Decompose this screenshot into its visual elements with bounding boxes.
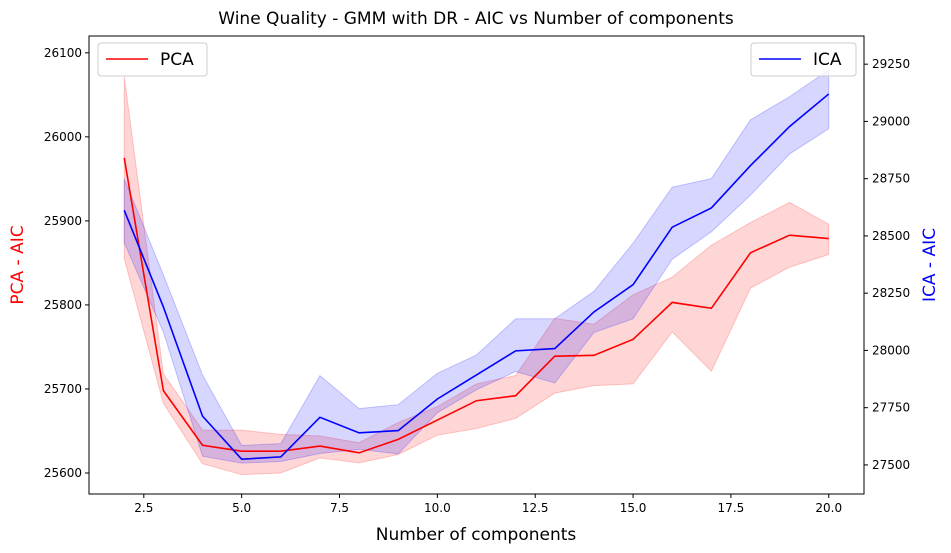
x-axis-ticks: 2.5 5.0 7.5 10.0 12.5 15.0 17.5 20.0 (134, 494, 842, 515)
right-y-tick-label: 28000 (872, 343, 910, 357)
left-y-tick-label: 25800 (44, 298, 82, 312)
chart-title: Wine Quality - GMM with DR - AIC vs Numb… (218, 9, 734, 29)
plot-frame (88, 35, 865, 495)
ica-series-line (123, 93, 830, 461)
left-y-tick-label: 25600 (44, 466, 82, 480)
left-y-axis-label: PCA - AIC (8, 225, 28, 304)
right-y-axis-label: ICA - AIC (920, 228, 940, 302)
legend-ica: ICA (750, 42, 857, 77)
legend-ica-label: ICA (813, 50, 842, 70)
right-y-tick-label: 28750 (872, 172, 910, 186)
left-y-tick-label: 26000 (44, 130, 82, 144)
x-tick-label: 20.0 (815, 501, 842, 515)
right-y-tick-label: 28500 (872, 229, 910, 243)
pca-series-line (123, 157, 829, 454)
ica-confidence-band (123, 68, 830, 464)
legend-ica-box (750, 42, 857, 77)
x-tick-label: 17.5 (718, 501, 745, 515)
x-tick-label: 15.0 (620, 501, 647, 515)
left-y-tick-label: 26100 (44, 46, 82, 60)
right-y-tick-label: 29000 (872, 114, 910, 128)
left-y-tick-label: 25700 (44, 382, 82, 396)
left-y-tick-label: 25900 (44, 214, 82, 228)
x-tick-label: 7.5 (330, 501, 349, 515)
right-y-tick-label: 29250 (872, 57, 910, 71)
legend-pca: PCA (97, 42, 208, 77)
right-y-axis-ticks: 27500 27750 28000 28250 28500 28750 29000 29250 (864, 57, 910, 472)
x-axis-label: Number of components (376, 525, 577, 545)
series-lines (123, 93, 830, 461)
x-tick-label: 5.0 (232, 501, 251, 515)
right-y-tick-label: 27750 (872, 401, 910, 415)
right-y-tick-label: 27500 (872, 458, 910, 472)
right-y-tick-label: 28250 (872, 286, 910, 300)
legend-pca-label: PCA (160, 50, 194, 70)
x-tick-label: 10.0 (424, 501, 451, 515)
confidence-bands (123, 68, 830, 476)
legend-pca-box (97, 42, 208, 77)
x-tick-label: 2.5 (134, 501, 153, 515)
left-y-axis-ticks: 25600 25700 25800 25900 26000 26100 (44, 46, 89, 480)
pca-confidence-band (123, 76, 830, 476)
x-tick-label: 12.5 (522, 501, 549, 515)
